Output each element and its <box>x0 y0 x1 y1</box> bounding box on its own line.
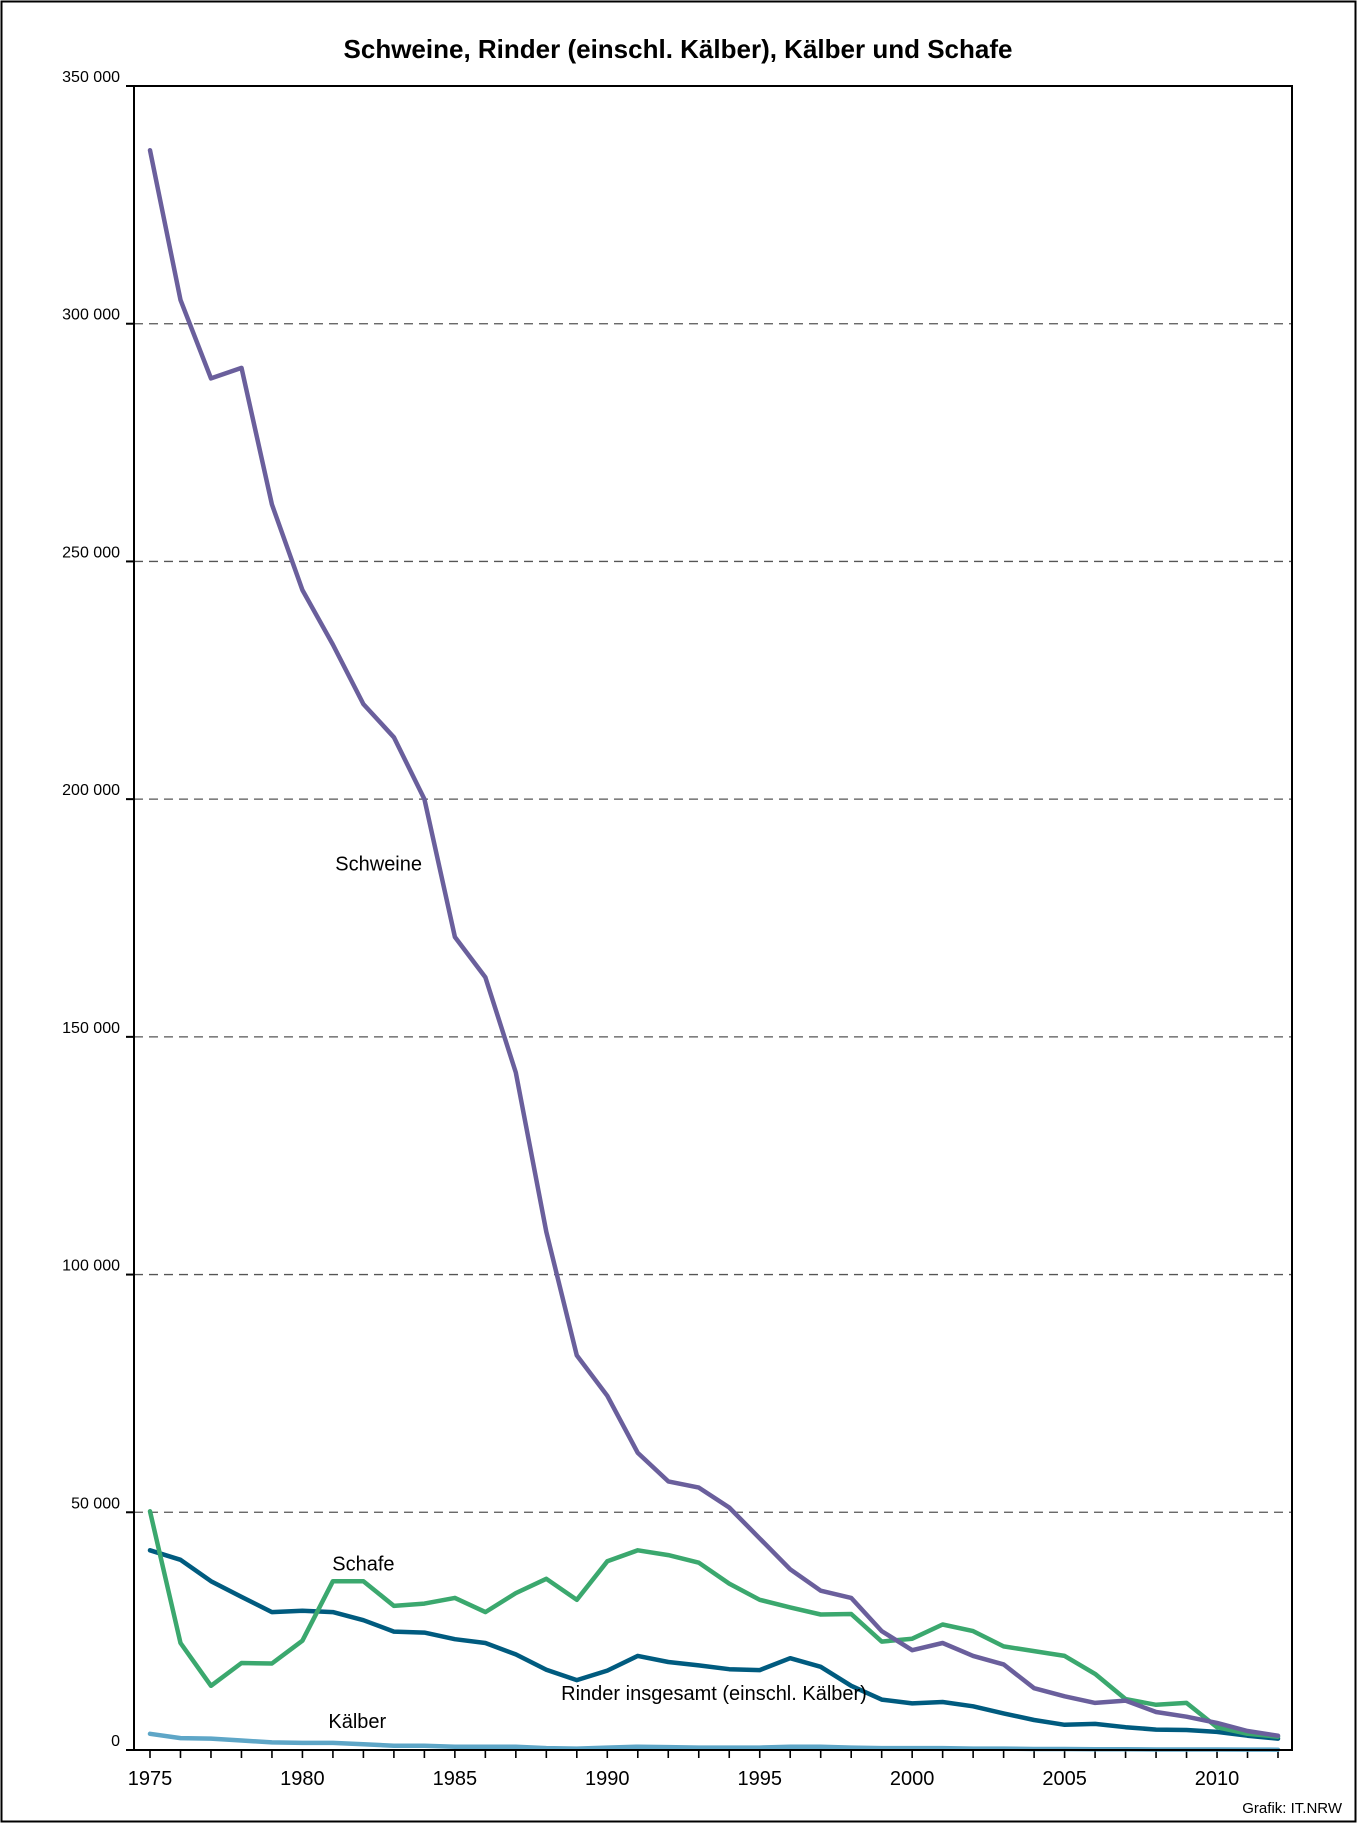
y-tick-label: 350 000 <box>62 69 120 86</box>
x-tick-label: 2005 <box>1042 1768 1087 1790</box>
y-axis-ticks: 0 50 000 100 000 150 000 200 000 250 000 300 0… <box>62 69 134 1751</box>
y-tick-label: 200 000 <box>62 782 120 799</box>
x-tick-label: 1990 <box>585 1768 630 1790</box>
y-tick-label: 300 000 <box>62 307 120 324</box>
x-tick-label: 1985 <box>433 1768 478 1790</box>
series-line <box>147 147 1281 1738</box>
x-tick-label: 1980 <box>280 1768 325 1790</box>
y-tick-label: 50 000 <box>71 1495 120 1512</box>
series-label: Schweine <box>335 853 422 875</box>
series-line <box>147 1509 1281 1739</box>
series-line <box>147 1548 1281 1741</box>
series-lines <box>147 147 1281 1752</box>
y-tick-label: 250 000 <box>62 544 120 561</box>
x-tick-label: 2000 <box>890 1768 935 1790</box>
y-tick-label: 150 000 <box>62 1020 120 1037</box>
x-tick-label: 1975 <box>128 1768 173 1790</box>
grid-lines <box>134 323 1292 1513</box>
y-tick-label: 100 000 <box>62 1258 120 1275</box>
series-label: Kälber <box>328 1711 386 1733</box>
series-labels: Schweine Rinder insgesamt (einschl. Kälbe… <box>328 853 866 1733</box>
chart-title: Schweine, Rinder (einschl. Kälber), Kälb… <box>344 34 1013 64</box>
series-label: Schafe <box>332 1553 394 1575</box>
source-note: Grafik: IT.NRW <box>1242 1800 1343 1817</box>
series-label: Rinder insgesamt (einschl. Kälber) <box>561 1683 867 1705</box>
plot-area-border <box>133 85 1293 1751</box>
x-tick-label: 2010 <box>1195 1768 1240 1790</box>
x-axis-ticks: 1975 1980 1985 1990 1995 2000 2005 2010 <box>128 1750 1279 1790</box>
x-tick-label: 1995 <box>737 1768 782 1790</box>
y-tick-label: 0 <box>111 1733 120 1750</box>
